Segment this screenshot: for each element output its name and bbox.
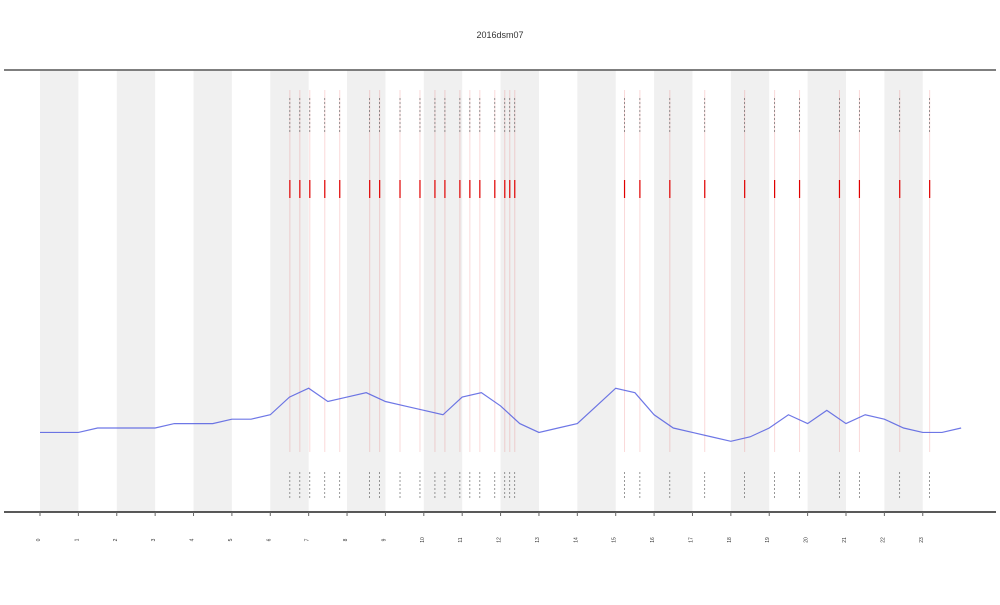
shaded-band (116, 70, 156, 512)
x-tick-label: 13 (535, 537, 541, 543)
shaded-band (347, 70, 386, 512)
x-tick-label: 10 (420, 537, 426, 543)
x-tick-label: 11 (458, 537, 464, 542)
x-tick-label: 14 (573, 537, 579, 543)
x-tick-label: 20 (804, 537, 810, 543)
x-tick-label: 12 (497, 537, 503, 543)
x-tick-label: 19 (765, 537, 771, 543)
shaded-band (500, 70, 539, 512)
x-tick-label: 7 (305, 538, 311, 541)
x-tick-label: 23 (919, 537, 925, 543)
shaded-band (270, 70, 309, 512)
x-tick-label: 2 (113, 538, 119, 541)
x-tick-label: 0 (36, 538, 42, 541)
x-tick-label: 4 (190, 538, 196, 541)
shaded-band (577, 70, 616, 512)
line-series (40, 387, 962, 442)
x-tick-label: 9 (381, 538, 387, 541)
shaded-band (730, 70, 770, 512)
x-tick-label: 1 (74, 538, 80, 541)
shaded-band (807, 70, 846, 512)
x-tick-label: 3 (151, 538, 157, 541)
chart-title: 2016dsm07 (476, 30, 523, 40)
shaded-band (193, 70, 232, 512)
shaded-band (654, 70, 693, 512)
x-tick-label: 16 (650, 537, 656, 543)
x-tick-label: 17 (688, 537, 694, 543)
x-tick-label: 8 (343, 538, 349, 541)
shaded-band (884, 70, 923, 512)
x-tick-label: 22 (880, 537, 886, 543)
x-tick-label: 5 (228, 538, 234, 541)
shaded-band (423, 70, 463, 512)
x-tick-label: 18 (727, 537, 733, 543)
x-tick-label: 6 (266, 538, 272, 541)
x-tick-label: 15 (612, 537, 618, 543)
shaded-band (40, 70, 79, 512)
x-tick-label: 21 (842, 537, 848, 543)
